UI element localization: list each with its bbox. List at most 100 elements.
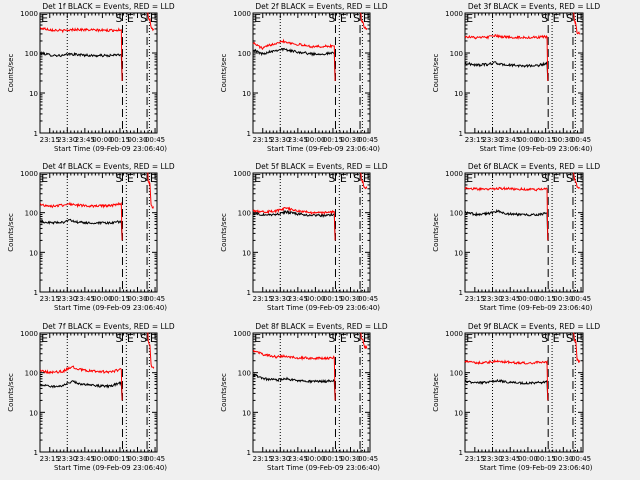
marker-label: S xyxy=(329,12,336,25)
y-axis-label: Counts/sec xyxy=(432,54,440,93)
marker-label: E xyxy=(150,332,157,345)
y-tick-label: 1 xyxy=(34,449,38,457)
x-tick-label: 23:30 xyxy=(57,295,77,303)
detector-panel-8: Det 8f BLACK = Events, RED = LLD 1 10 100 10… xyxy=(220,322,388,472)
y-tick-label: 1 xyxy=(34,130,38,138)
detector-panel-4: Det 4f BLACK = Events, RED = LLD 1 10 100 10… xyxy=(7,162,175,312)
x-tick-label: 23:30 xyxy=(270,295,290,303)
marker-label: E xyxy=(340,172,347,185)
y-tick-label: 1000 xyxy=(445,10,463,18)
x-tick-label: 00:45 xyxy=(145,136,165,144)
x-axis-label: Start Time (09-Feb-09 23:06:40) xyxy=(479,304,592,312)
x-tick-label: 23:15 xyxy=(465,295,485,303)
x-tick-label: 23:15 xyxy=(253,455,273,463)
marker-label: S xyxy=(541,332,548,345)
x-tick-label: 00:00 xyxy=(92,295,112,303)
events-series-line xyxy=(464,209,549,241)
marker-label: E xyxy=(553,172,560,185)
lld-series-line xyxy=(360,172,368,190)
x-tick-label: 00:00 xyxy=(305,136,325,144)
x-tick-label: 00:00 xyxy=(92,136,112,144)
plot-frame xyxy=(39,172,158,293)
x-tick-label: 00:15 xyxy=(323,136,343,144)
x-tick-label: 23:45 xyxy=(75,136,95,144)
marker-label: E xyxy=(340,332,347,345)
x-tick-label: 00:30 xyxy=(340,455,360,463)
marker-label: S xyxy=(541,12,548,25)
detector-panel-5: Det 5f BLACK = Events, RED = LLD 1 10 100 10… xyxy=(220,162,388,312)
x-tick-label: 23:30 xyxy=(482,295,502,303)
x-tick-label: 00:30 xyxy=(553,295,573,303)
panel-title: Det 7f BLACK = Events, RED = LLD xyxy=(42,322,175,331)
lld-series-line xyxy=(573,172,581,189)
panel-title: Det 9f BLACK = Events, RED = LLD xyxy=(468,322,601,331)
panel-title: Det 8f BLACK = Events, RED = LLD xyxy=(255,322,388,331)
marker-label: E xyxy=(41,332,48,345)
y-tick-label: 100 xyxy=(238,210,251,218)
marker-label: E xyxy=(553,332,560,345)
y-tick-label: 1000 xyxy=(233,10,251,18)
x-axis-label: Start Time (09-Feb-09 23:06:40) xyxy=(54,304,167,312)
y-tick-label: 100 xyxy=(25,210,38,218)
x-tick-label: 00:30 xyxy=(553,455,573,463)
x-tick-label: 00:00 xyxy=(92,455,112,463)
marker-label: S xyxy=(116,12,123,25)
x-tick-label: 00:45 xyxy=(145,295,165,303)
marker-label: E xyxy=(363,12,370,25)
x-axis-label: Start Time (09-Feb-09 23:06:40) xyxy=(54,464,167,472)
y-tick-label: 10 xyxy=(242,90,251,98)
x-tick-label: 00:30 xyxy=(340,295,360,303)
y-axis-label: Counts/sec xyxy=(7,54,15,93)
x-tick-label: 00:45 xyxy=(358,455,378,463)
lld-series-line xyxy=(360,12,368,31)
x-axis-label: Start Time (09-Feb-09 23:06:40) xyxy=(54,145,167,153)
x-tick-label: 00:30 xyxy=(340,136,360,144)
panel-title: Det 5f BLACK = Events, RED = LLD xyxy=(255,162,388,171)
x-tick-label: 23:45 xyxy=(288,136,308,144)
y-tick-label: 10 xyxy=(242,249,251,257)
lld-series-line xyxy=(39,201,123,241)
marker-label: E xyxy=(363,332,370,345)
lld-series-line xyxy=(252,206,336,241)
marker-label: E xyxy=(254,172,261,185)
x-tick-label: 23:45 xyxy=(288,295,308,303)
plot-frame xyxy=(252,12,371,134)
lld-series-line xyxy=(360,332,368,350)
y-tick-label: 100 xyxy=(450,50,463,58)
x-tick-label: 00:15 xyxy=(110,295,130,303)
x-tick-label: 23:15 xyxy=(465,136,485,144)
y-tick-label: 1000 xyxy=(20,330,38,338)
x-axis-label: Start Time (09-Feb-09 23:06:40) xyxy=(479,145,592,153)
y-tick-label: 10 xyxy=(29,90,38,98)
y-tick-label: 100 xyxy=(25,50,38,58)
panel-title: Det 1f BLACK = Events, RED = LLD xyxy=(42,2,175,11)
y-tick-label: 10 xyxy=(454,249,463,257)
events-series-line xyxy=(39,218,123,241)
plot-frame xyxy=(464,332,584,453)
x-tick-label: 00:00 xyxy=(518,136,538,144)
x-tick-label: 23:45 xyxy=(75,295,95,303)
y-tick-label: 1 xyxy=(247,449,251,457)
y-tick-label: 10 xyxy=(454,409,463,417)
x-tick-label: 00:00 xyxy=(518,295,538,303)
y-tick-label: 1 xyxy=(459,449,463,457)
marker-label: S xyxy=(140,172,147,185)
x-tick-label: 00:45 xyxy=(571,136,591,144)
x-tick-label: 23:30 xyxy=(57,136,77,144)
plot-frame xyxy=(464,172,584,293)
x-tick-label: 00:45 xyxy=(571,455,591,463)
marker-label: S xyxy=(566,332,573,345)
marker-label: E xyxy=(576,332,583,345)
x-axis-label: Start Time (09-Feb-09 23:06:40) xyxy=(479,464,592,472)
lld-series-line xyxy=(573,12,581,35)
x-tick-label: 23:45 xyxy=(75,455,95,463)
plot-frame xyxy=(39,332,158,453)
x-tick-label: 00:30 xyxy=(127,295,147,303)
x-tick-label: 23:45 xyxy=(500,455,520,463)
y-tick-label: 10 xyxy=(242,409,251,417)
events-series-line xyxy=(464,61,549,82)
marker-label: S xyxy=(116,172,123,185)
marker-label: E xyxy=(576,12,583,25)
x-tick-label: 23:30 xyxy=(482,136,502,144)
y-tick-label: 1 xyxy=(459,130,463,138)
